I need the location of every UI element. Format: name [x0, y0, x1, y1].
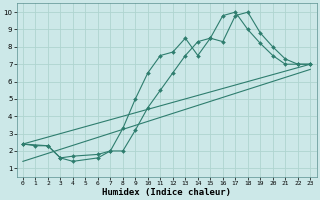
- X-axis label: Humidex (Indice chaleur): Humidex (Indice chaleur): [102, 188, 231, 197]
